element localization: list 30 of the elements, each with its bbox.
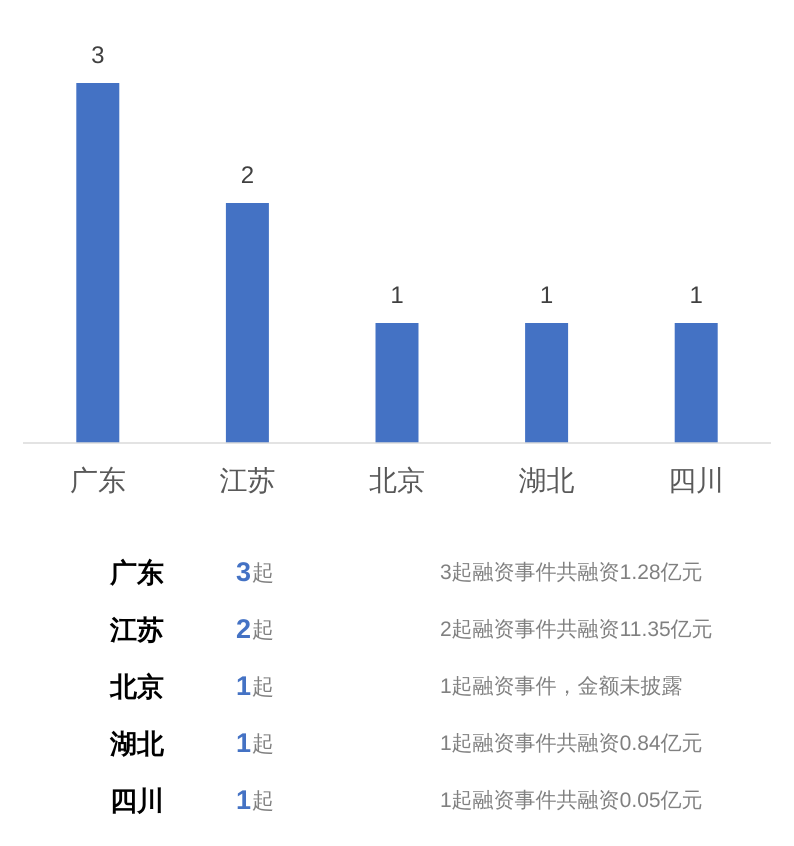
text: 湖北 — [109, 729, 165, 759]
text: 3起融资事件共融资1.28亿元 — [440, 561, 703, 584]
x-tick-label: 湖北 — [518, 465, 575, 496]
text: 2起融资事件共融资11.35亿元 — [440, 618, 713, 641]
text: 1起融资事件，金额未披露 — [440, 675, 683, 698]
text: 广东 — [109, 558, 164, 588]
text: 起 — [252, 674, 274, 699]
data-label: 2 — [240, 162, 254, 189]
text: 3 — [236, 557, 252, 587]
data-label: 1 — [690, 282, 703, 309]
text: 1 — [236, 728, 252, 758]
x-tick-label: 北京 — [369, 465, 425, 496]
text: 北京 — [109, 672, 164, 702]
x-tick-label: 四川 — [668, 465, 724, 496]
text: 起 — [252, 788, 274, 813]
x-tick-label: 广东 — [70, 465, 126, 496]
data-label: 1 — [390, 282, 404, 309]
text: 起 — [252, 617, 274, 642]
text: 2 — [236, 614, 252, 644]
text: 1 — [236, 785, 252, 815]
text: 1起融资事件共融资0.05亿元 — [440, 789, 703, 812]
text: 江苏 — [109, 615, 164, 645]
x-tick-label: 江苏 — [219, 465, 276, 496]
text: 1起融资事件共融资0.84亿元 — [440, 732, 703, 755]
text: 四川 — [110, 786, 164, 816]
data-label: 3 — [91, 42, 104, 69]
text: 起 — [252, 560, 274, 585]
text: 1 — [236, 671, 252, 701]
data-label: 1 — [540, 282, 554, 309]
text: 起 — [252, 731, 274, 756]
